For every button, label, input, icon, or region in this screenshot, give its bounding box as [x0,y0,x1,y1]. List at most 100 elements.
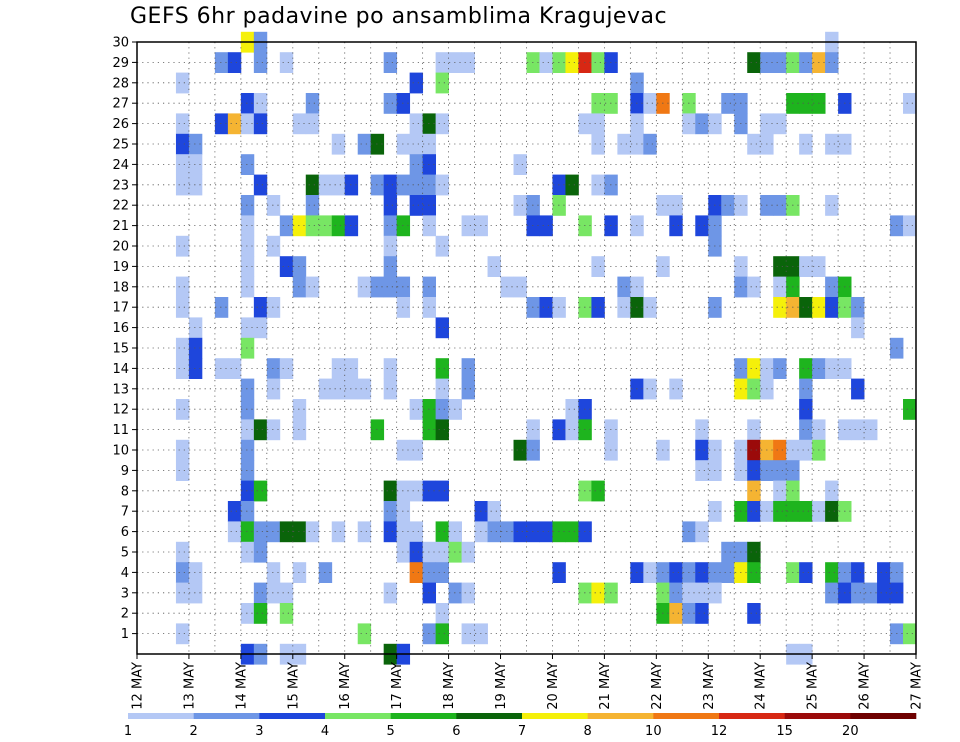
y-tick-label: 19 [112,260,129,275]
heatmap-cell [227,113,242,135]
heatmap-cell [318,562,333,583]
y-tick-label: 27 [112,97,129,112]
x-tick-label: 21 MAY [598,662,613,710]
heatmap-cell [747,358,761,379]
heatmap-cell [318,378,333,400]
heatmap-cell [799,358,813,379]
heatmap-cell [175,582,190,604]
heatmap-cell [409,541,424,563]
heatmap-cell [240,215,255,237]
heatmap-cell [591,582,605,604]
heatmap-cell [383,276,398,298]
legend-label: 10 [645,724,662,739]
heatmap-cell [825,358,839,379]
heatmap-cell [799,378,813,400]
heatmap-cell [188,154,203,175]
chart-title: GEFS 6hr padavine po ansamblima Kragujev… [130,4,668,29]
heatmap-cell [175,460,190,481]
heatmap-cell [175,358,190,379]
legend-swatch [653,713,720,719]
heatmap-cell [643,562,657,583]
heatmap-cell [266,297,281,318]
heatmap-cell [318,174,333,196]
heatmap-cell [409,72,424,94]
heatmap-cell [188,337,203,359]
heatmap-cell [669,562,683,583]
heatmap-cell [773,256,787,277]
heatmap-cell [721,562,735,583]
y-tick-label: 13 [112,382,129,397]
heatmap-cell [461,582,475,604]
heatmap-cell [175,562,190,583]
heatmap-cell [240,317,255,339]
heatmap-cell [695,460,709,481]
heatmap-cell [565,174,579,196]
heatmap-cell [292,399,307,420]
heatmap-cell [214,52,229,73]
heatmap-cell [175,337,190,359]
heatmap-cell [851,582,865,604]
legend-label: 2 [190,724,198,739]
y-tick-label: 28 [112,76,129,91]
x-tick-label: 13 MAY [182,662,197,710]
x-tick-label: 23 MAY [702,662,717,710]
heatmap-cell [383,480,398,502]
heatmap-cell [747,460,761,481]
heatmap-cell [409,174,424,196]
heatmap-cell [695,113,709,135]
heatmap-cell [240,603,255,624]
legend-swatch [193,713,260,719]
heatmap-cell [747,562,761,583]
heatmap-cell [435,378,449,400]
heatmap-cell [240,154,255,175]
heatmap-cell [253,582,268,604]
heatmap-cell [331,215,346,237]
heatmap-cell [240,541,255,563]
x-tick-label: 26 MAY [858,662,873,710]
heatmap-cell [240,195,255,216]
legend-swatch [522,713,588,719]
x-tick-label: 12 MAY [131,662,146,710]
heatmap-cell [344,174,359,196]
legend-label: 8 [584,724,592,739]
heatmap-cell [357,623,372,645]
heatmap-cell [292,562,307,583]
y-tick-label: 26 [112,117,129,132]
heatmap-cell [435,480,449,502]
x-tick-label: 18 MAY [442,662,457,710]
heatmap-cell [773,52,787,73]
heatmap-cell [266,521,281,543]
heatmap-cell [240,276,255,298]
heatmap-cell [279,521,294,543]
x-tick-label: 14 MAY [234,662,249,710]
heatmap-cell [591,480,605,502]
heatmap-cell [240,113,255,135]
heatmap-cell [435,541,449,563]
heatmap-cell [695,603,709,624]
legend-label: 12 [711,724,728,739]
heatmap-cell [461,378,475,400]
heatmap-cell [214,113,229,135]
heatmap-cell [240,439,255,461]
x-tick-label: 20 MAY [546,662,561,710]
heatmap-cell [591,52,605,73]
heatmap-cell [513,439,527,461]
heatmap-cell [305,276,320,298]
heatmap-cell [669,378,683,400]
heatmap-cell [240,256,255,277]
heatmap-cell [175,623,190,645]
y-tick-label: 6 [121,525,129,540]
heatmap-cell [565,521,579,543]
heatmap-cell [279,582,294,604]
heatmap-cell [825,562,839,583]
heatmap-cell [305,174,320,196]
heatmap-cell [643,378,657,400]
heatmap-cell [799,256,813,277]
legend-swatch [128,713,194,719]
heatmap-cell [799,419,813,441]
heatmap-cell [357,378,372,400]
heatmap-cell [617,297,631,318]
y-tick-label: 12 [112,403,129,418]
heatmap-cell [643,93,657,114]
heatmap-cell [539,521,553,543]
